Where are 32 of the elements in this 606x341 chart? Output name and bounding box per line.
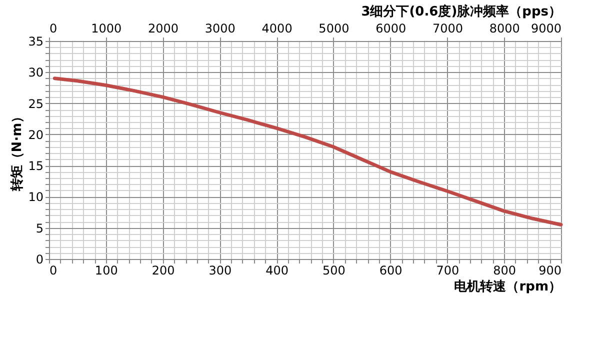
x-tick-label: 900 bbox=[538, 264, 562, 278]
line-series bbox=[52, 76, 563, 226]
x2-tick-label: 8000 bbox=[489, 22, 520, 36]
x-tick-label: 600 bbox=[379, 264, 402, 278]
y-tick-label: 5 bbox=[36, 221, 44, 236]
x2-tick-label: 4000 bbox=[262, 22, 292, 36]
x2-tick-label: 3000 bbox=[204, 22, 236, 36]
y-tick-label: 0 bbox=[36, 252, 44, 266]
y-tick-label: 25 bbox=[28, 96, 44, 111]
x2-tick-label: 6000 bbox=[376, 22, 406, 36]
x-tick-label: 800 bbox=[493, 264, 516, 278]
x2-tick-label: 5000 bbox=[318, 22, 350, 36]
y-tick-label: 15 bbox=[28, 159, 44, 174]
x-tick-label: 0 bbox=[50, 264, 58, 278]
y-tick-label: 20 bbox=[28, 128, 44, 142]
x2-tick-label: 9000 bbox=[530, 22, 562, 36]
x2-tick-label: 2000 bbox=[148, 22, 179, 36]
y-tick-label: 10 bbox=[28, 190, 44, 204]
x2-tick-label: 0 bbox=[50, 22, 58, 36]
x2-tick-label: 1000 bbox=[91, 22, 122, 36]
x-tick-label: 400 bbox=[266, 264, 289, 278]
x2-axis-title: 3细分下(0.6度)脉冲频率（pps） bbox=[361, 4, 562, 20]
x-tick-label: 100 bbox=[94, 264, 118, 278]
x-tick-label: 200 bbox=[152, 264, 175, 278]
x-tick-label: 500 bbox=[322, 264, 346, 278]
x-tick-label: 700 bbox=[436, 264, 460, 278]
y-tick-label: 30 bbox=[28, 66, 44, 80]
x-tick-label: 300 bbox=[208, 264, 232, 278]
x-axis-title: 电机转速（rpm） bbox=[454, 280, 562, 294]
y-axis-title: 转矩（N·m） bbox=[10, 110, 26, 192]
y-tick-label: 35 bbox=[28, 34, 44, 48]
x2-tick-label: 7000 bbox=[432, 22, 463, 36]
